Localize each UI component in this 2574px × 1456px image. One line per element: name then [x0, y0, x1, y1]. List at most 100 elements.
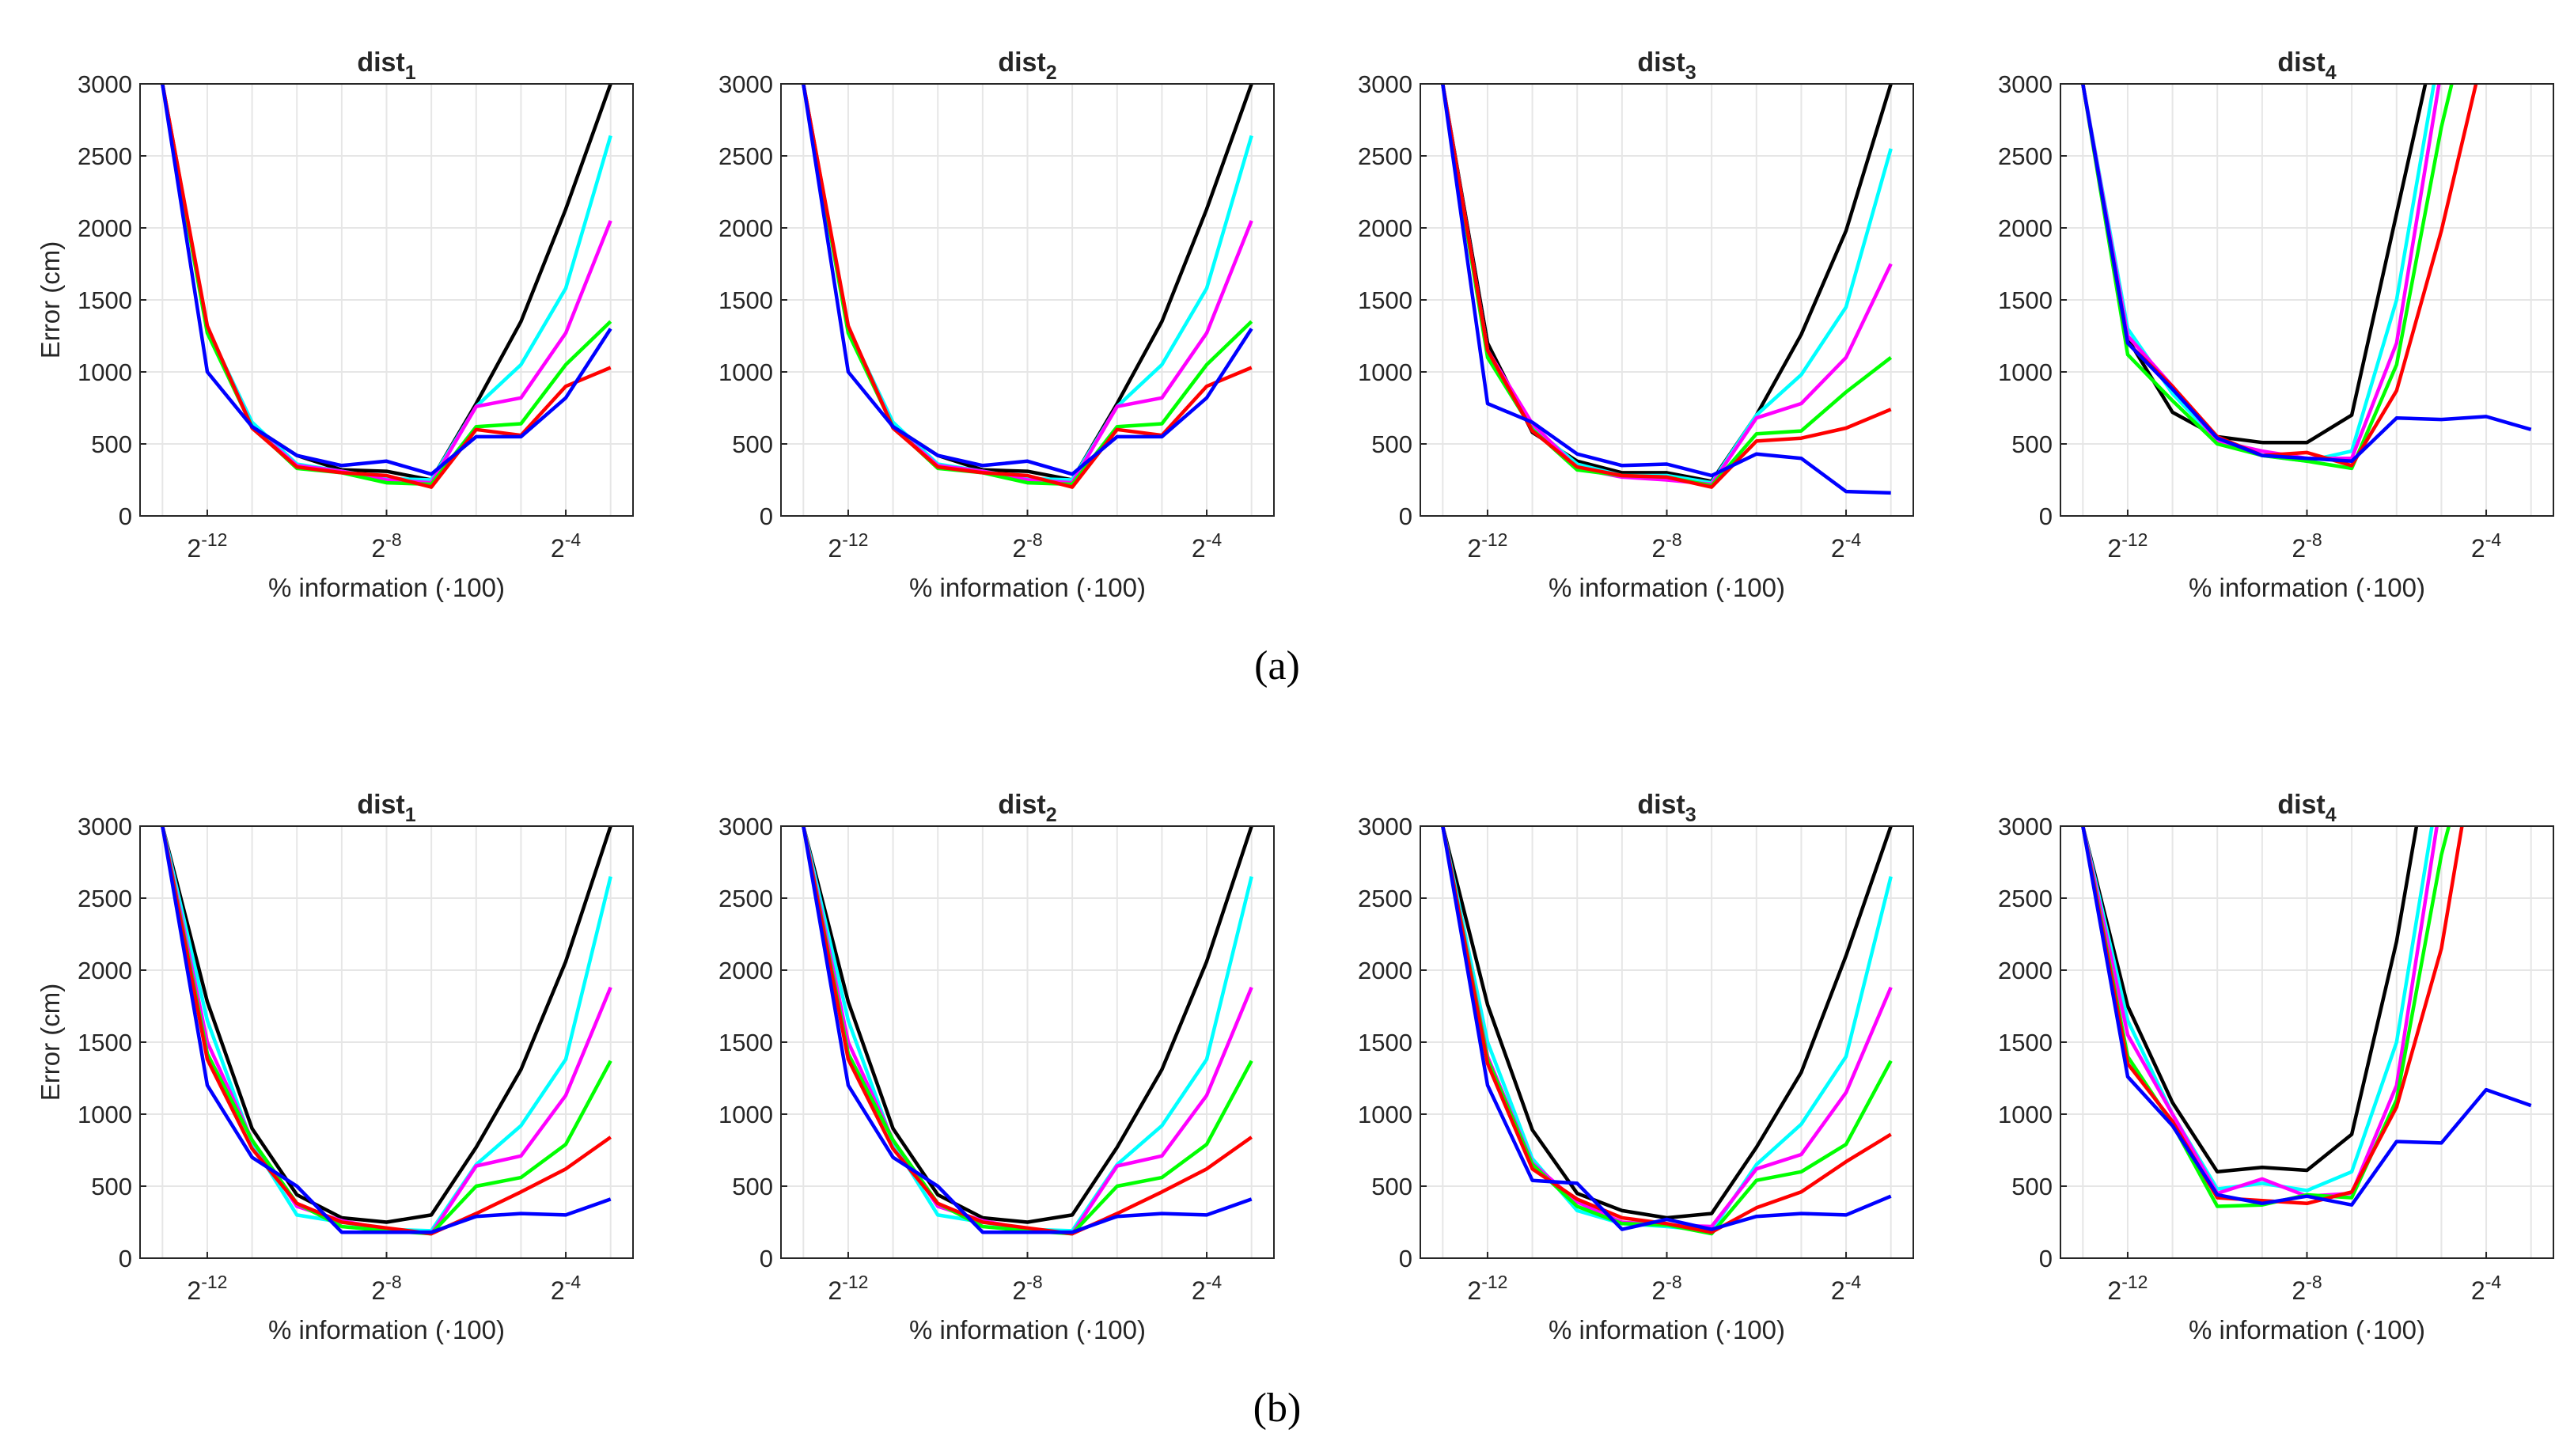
subplot-title: dist4 [2277, 47, 2336, 84]
subplot-title: dist2 [998, 47, 1056, 84]
x-axis-label: % information (·100) [2189, 573, 2425, 602]
series-group [802, 84, 1253, 489]
y-tick-label: 500 [1371, 1173, 1412, 1200]
x-tick-label: 2-8 [1651, 1272, 1681, 1305]
x-axis-label: % information (·100) [1549, 573, 1785, 602]
y-tick-label: 1000 [718, 358, 773, 386]
subplot-grid: 0 500 1000 1500 2000 2500 3000 2-12 2-8 2-4 dist1%… [36, 47, 2554, 1344]
x-tick-label: 2-12 [187, 1272, 227, 1305]
y-tick-label: 1500 [718, 286, 773, 314]
x-tick-label: 2-12 [2107, 1272, 2148, 1305]
y-tick-label: 2500 [1998, 885, 2053, 912]
grid [140, 83, 633, 517]
y-tick-label: 0 [1399, 502, 1412, 530]
y-tick-label: 2500 [1358, 885, 1412, 912]
x-tick-label: 2-4 [551, 529, 581, 563]
x-tick-label: 2-4 [551, 1272, 581, 1305]
series-line-red [2081, 826, 2464, 1206]
y-tick-label: 3000 [78, 70, 132, 98]
y-tick-label: 1500 [718, 1029, 773, 1056]
y-tick-label: 500 [2011, 1173, 2053, 1200]
x-axis-label: % information (·100) [268, 573, 505, 602]
series-line-blue [1441, 84, 1891, 495]
series-line-blue [161, 84, 612, 476]
row-caption-a: (a) [1254, 643, 1300, 688]
subplot-7: 0 500 1000 1500 2000 2500 3000 2-12 2-8 2-4 dist3%… [1358, 790, 1914, 1344]
y-tick-label: 3000 [718, 70, 773, 98]
y-tick-label: 2000 [1998, 214, 2053, 242]
y-tick-label: 1500 [1358, 1029, 1412, 1056]
series-group [2081, 84, 2532, 471]
y-tick-label: 500 [91, 430, 132, 458]
x-axis-label: % information (·100) [268, 1315, 505, 1344]
y-tick-label: 1500 [78, 286, 132, 314]
series-line-red [802, 826, 1253, 1236]
x-tick-label: 2-4 [2471, 529, 2501, 563]
x-tick-label: 2-12 [828, 1272, 868, 1305]
y-tick-label: 2000 [718, 957, 773, 984]
series-group [161, 84, 612, 489]
x-tick-label: 2-12 [2107, 529, 2148, 563]
series-line-green [2081, 84, 2454, 471]
series-line-red [1441, 826, 1892, 1234]
subplot-3: 0 500 1000 1500 2000 2500 3000 2-12 2-8 2-4 dist3%… [1358, 47, 1914, 602]
y-tick-label: 3000 [78, 813, 132, 840]
y-tick-label: 500 [1371, 430, 1412, 458]
y-tick-label: 2000 [1358, 957, 1412, 984]
y-tick-label: 0 [2039, 1245, 2053, 1272]
subplot-4: 0 500 1000 1500 2000 2500 3000 2-12 2-8 2-4 dist4%… [1998, 47, 2554, 602]
y-axis-label: Error (cm) [36, 241, 65, 358]
y-tick-label: 3000 [1998, 70, 2053, 98]
x-tick-label: 2-8 [1012, 1272, 1042, 1305]
y-tick-label: 1500 [1998, 1029, 2053, 1056]
y-tick-label: 1000 [78, 358, 132, 386]
y-tick-label: 1000 [1998, 1101, 2053, 1128]
x-tick-label: 2-12 [1467, 529, 1507, 563]
series-line-red [1441, 84, 1892, 489]
y-tick-label: 1500 [1358, 286, 1412, 314]
x-tick-label: 2-4 [2471, 1272, 2501, 1305]
y-tick-label: 2500 [78, 885, 132, 912]
subplot-1: 0 500 1000 1500 2000 2500 3000 2-12 2-8 2-4 dist1%… [36, 47, 634, 602]
y-tick-label: 3000 [1998, 813, 2053, 840]
series-group [1441, 84, 1893, 495]
x-tick-label: 2-8 [1651, 529, 1681, 563]
x-axis-label: % information (·100) [909, 573, 1146, 602]
x-axis-label: % information (·100) [1549, 1315, 1785, 1344]
y-tick-label: 0 [760, 502, 773, 530]
x-axis-label: % information (·100) [2189, 1315, 2425, 1344]
row-caption-b: (b) [1253, 1386, 1302, 1431]
y-tick-label: 0 [119, 1245, 132, 1272]
x-tick-label: 2-4 [1192, 1272, 1222, 1305]
y-tick-label: 2500 [1358, 142, 1412, 170]
y-tick-label: 1500 [1998, 286, 2053, 314]
x-tick-label: 2-8 [371, 529, 401, 563]
series-line-black [2081, 826, 2419, 1174]
subplot-title: dist2 [998, 790, 1056, 826]
series-line-blue [161, 826, 612, 1234]
x-tick-label: 2-8 [1012, 529, 1042, 563]
x-tick-label: 2-12 [828, 529, 868, 563]
y-tick-label: 3000 [1358, 813, 1412, 840]
x-tick-label: 2-8 [2292, 1272, 2322, 1305]
series-line-black [802, 826, 1253, 1224]
y-tick-label: 0 [1399, 1245, 1412, 1272]
x-axis-label: % information (·100) [909, 1315, 1146, 1344]
series-group [1441, 826, 1893, 1236]
y-tick-label: 2500 [718, 142, 773, 170]
series-line-magenta [1441, 84, 1893, 487]
y-tick-label: 0 [119, 502, 132, 530]
y-tick-label: 2000 [78, 957, 132, 984]
subplot-title: dist1 [357, 47, 415, 84]
series-line-blue [2081, 84, 2532, 464]
x-tick-label: 2-4 [1831, 529, 1861, 563]
y-tick-label: 1000 [1998, 358, 2053, 386]
x-tick-label: 2-8 [371, 1272, 401, 1305]
subplot-5: 0 500 1000 1500 2000 2500 3000 2-12 2-8 2-4 dist1%… [36, 790, 634, 1344]
y-tick-label: 2000 [1358, 214, 1412, 242]
subplot-title: dist1 [357, 790, 415, 826]
series-group [2081, 826, 2532, 1208]
y-tick-label: 0 [2039, 502, 2053, 530]
subplot-2: 0 500 1000 1500 2000 2500 3000 2-12 2-8 2-4 dist2%… [718, 47, 1275, 602]
